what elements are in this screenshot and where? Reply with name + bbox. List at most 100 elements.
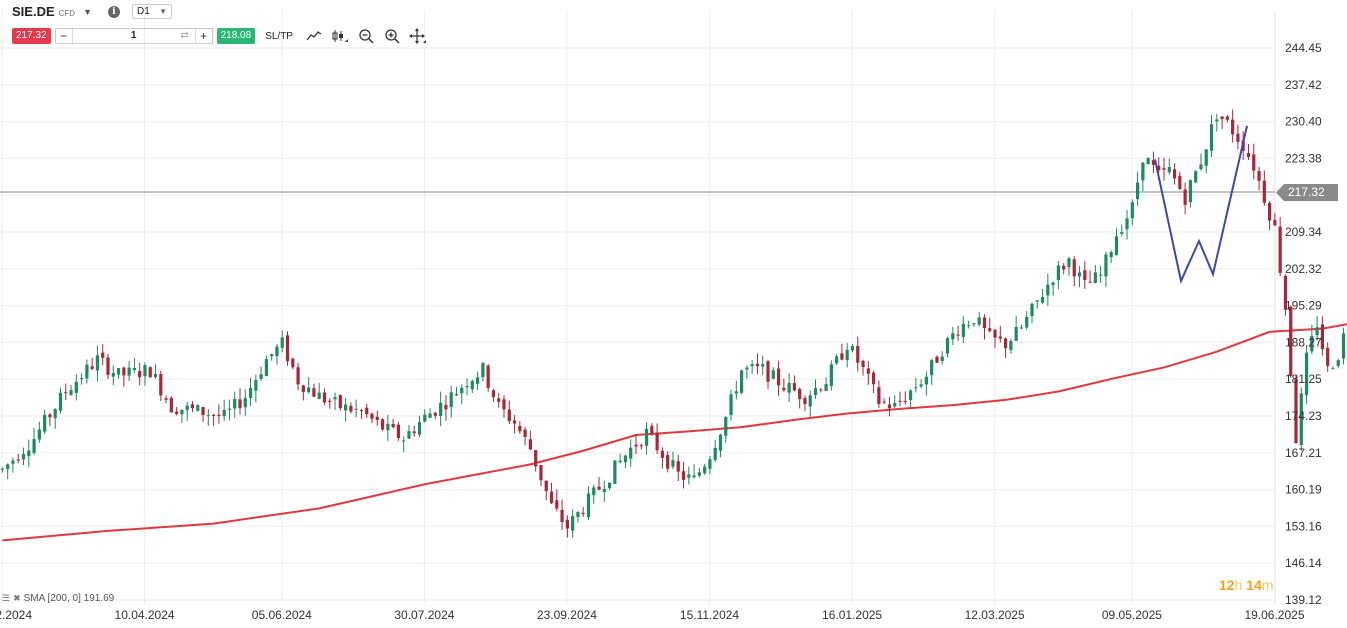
candle [703, 463, 707, 476]
x-tick-label: 05.06.2024 [252, 608, 312, 622]
candle [1009, 338, 1013, 354]
candle [1331, 366, 1335, 370]
candle [291, 357, 295, 370]
chevron-down-icon[interactable]: ▼ [83, 6, 92, 17]
candle [43, 409, 47, 435]
candle [956, 325, 960, 341]
candle [1104, 251, 1108, 287]
candle [898, 391, 902, 407]
candle [602, 480, 606, 502]
timeframe-select[interactable]: D1 ▼ [132, 4, 172, 19]
candle [143, 362, 147, 386]
candle [644, 422, 649, 455]
y-tick-label: 139.12 [1285, 593, 1322, 607]
candle [486, 364, 490, 392]
candle [196, 404, 200, 412]
candle [476, 371, 480, 390]
close-icon[interactable]: ✖ [13, 593, 21, 603]
timeframe-value: D1 [137, 6, 150, 17]
candle [734, 380, 738, 400]
sell-price-button[interactable]: 217.32 [12, 28, 51, 44]
candle [571, 509, 575, 538]
candle [681, 461, 686, 489]
candle [660, 447, 664, 469]
candle [1326, 342, 1330, 372]
candle [380, 418, 385, 432]
quantity-input[interactable]: 1 ⇄ [71, 29, 196, 43]
sltp-button[interactable]: SL/TP [265, 30, 293, 42]
candle [307, 377, 311, 394]
x-tick-label: 23.09.2024 [537, 608, 597, 622]
indicator-legend[interactable]: ☰ ✖ SMA [200, 0] 191.69 [2, 593, 114, 604]
edit-icon[interactable]: ☰ [2, 593, 11, 603]
symbol-label[interactable]: SIE.DE [12, 4, 55, 19]
candle [502, 395, 506, 418]
line-chart-icon[interactable] [305, 28, 323, 44]
candle [893, 395, 897, 408]
candle [798, 387, 802, 409]
y-tick-label: 160.19 [1285, 483, 1322, 497]
candle [792, 375, 796, 392]
candle [159, 370, 163, 402]
candle [666, 451, 670, 473]
candlestick-icon[interactable] [331, 28, 349, 44]
plus-icon[interactable]: + [200, 29, 208, 43]
candle [74, 374, 78, 401]
candle [412, 425, 416, 437]
x-tick-label: 10.04.2024 [115, 608, 175, 622]
candle [106, 353, 110, 380]
candle [1141, 162, 1145, 192]
candle [190, 401, 195, 413]
candle [676, 454, 680, 482]
candle [1294, 374, 1298, 444]
y-tick-label: 223.38 [1285, 151, 1322, 165]
y-tick-label: 174.23 [1285, 409, 1322, 423]
candle [1056, 260, 1060, 290]
minus-icon[interactable]: − [60, 29, 68, 43]
projection-line[interactable] [1154, 125, 1248, 285]
candle [1262, 170, 1266, 206]
zoom-out-icon[interactable] [357, 28, 375, 44]
candle [813, 379, 818, 399]
candle [1014, 315, 1018, 341]
candle [766, 360, 770, 390]
y-tick-label: 146.14 [1285, 556, 1322, 570]
candle [940, 351, 944, 365]
y-tick-label: 167.21 [1285, 446, 1322, 460]
swap-icon[interactable]: ⇄ [180, 30, 189, 41]
candle [359, 408, 364, 419]
candle [835, 353, 839, 366]
candle [375, 410, 379, 427]
candle [560, 499, 564, 531]
candle [692, 464, 696, 479]
candle [539, 464, 543, 487]
candle [861, 359, 865, 376]
candle [687, 466, 691, 485]
candle [650, 423, 654, 436]
candle [655, 423, 659, 455]
quantity-stepper[interactable]: − 1 ⇄ + [54, 28, 213, 44]
candle [85, 359, 89, 384]
info-icon[interactable]: i [108, 5, 120, 18]
candle [967, 320, 971, 329]
candle [1225, 114, 1229, 123]
candle [576, 511, 580, 523]
crosshair-icon[interactable] [408, 28, 427, 44]
candle [755, 353, 760, 375]
sma-label: SMA [200, 0] 191.69 [23, 593, 115, 604]
candle [402, 436, 406, 453]
candle [718, 433, 723, 458]
candle [639, 443, 643, 450]
candle [148, 366, 152, 378]
y-tick-label: 188.27 [1285, 335, 1322, 349]
buy-price-button[interactable]: 218.08 [216, 28, 256, 44]
candle [565, 515, 569, 538]
candle [433, 411, 437, 420]
candle [80, 372, 84, 385]
candle [629, 439, 633, 467]
candle [866, 361, 870, 385]
zoom-in-icon[interactable] [383, 28, 401, 44]
candle [761, 355, 765, 375]
candle [127, 360, 131, 382]
